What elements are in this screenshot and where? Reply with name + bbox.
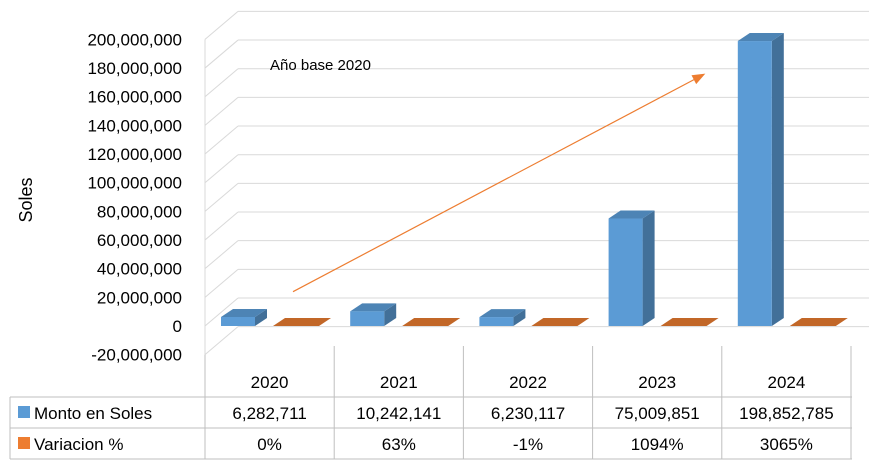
gridline (204, 240, 239, 270)
bar-variacion-2024 (789, 318, 848, 326)
y-axis-tick-labels: -20,000,000 0 20,000,000 40,000,000 60,000,0… (87, 30, 182, 364)
bar-monto-2022 (479, 309, 526, 326)
y-tick-label: 0 (173, 317, 182, 336)
category-label: 2021 (380, 373, 418, 392)
bar-variacion-2020 (273, 318, 331, 326)
bar-variacion-2023 (660, 318, 719, 326)
table-cell: 0% (257, 435, 282, 454)
annotation-text: Año base 2020 (270, 57, 371, 74)
gridline (204, 39, 239, 69)
category-label: 2023 (638, 373, 676, 392)
y-tick-label: 200,000,000 (87, 30, 182, 49)
legend-label: Variacion % (34, 435, 123, 454)
gridline (204, 211, 239, 241)
gridline (204, 154, 239, 184)
table-cell: 3065% (760, 435, 813, 454)
y-tick-label: 20,000,000 (97, 288, 182, 307)
category-label: 2020 (251, 373, 289, 392)
gridline (204, 326, 239, 356)
gridline (204, 96, 239, 126)
gridline (204, 297, 239, 327)
bar-monto-2023 (608, 210, 655, 326)
bar-variacion-2022 (531, 318, 590, 326)
table-cell: 198,852,785 (739, 404, 834, 423)
legend-swatch (18, 406, 30, 418)
y-tick-label: 180,000,000 (87, 59, 182, 78)
y-axis-label: Soles (16, 177, 36, 222)
table-cell: 63% (382, 435, 416, 454)
y-tick-label: 160,000,000 (87, 88, 182, 107)
y-tick-label: 140,000,000 (87, 116, 182, 135)
trend-arrow-head (691, 73, 706, 85)
y-tick-label: -20,000,000 (91, 346, 182, 365)
gridline (204, 68, 239, 98)
bar-variacion-2021 (402, 318, 461, 326)
gridline (204, 125, 239, 155)
y-tick-label: 80,000,000 (97, 202, 182, 221)
gridline (204, 268, 239, 298)
legend-swatch (18, 437, 30, 449)
y-tick-label: 40,000,000 (97, 260, 182, 279)
y-tick-label: 100,000,000 (87, 174, 182, 193)
bar-monto-2020 (221, 308, 267, 326)
y-tick-label: 60,000,000 (97, 231, 182, 250)
table-cell: 75,009,851 (615, 404, 700, 423)
gridline (204, 11, 239, 40)
bars (221, 33, 848, 327)
bar-monto-2024 (737, 33, 784, 327)
trend-arrow (292, 74, 703, 293)
bar-monto-2021 (350, 303, 397, 326)
table-cell: 10,242,141 (356, 404, 441, 423)
table-cell: 1094% (631, 435, 684, 454)
annotation: Año base 2020 (270, 57, 706, 293)
table-cell: 6,230,117 (491, 404, 565, 423)
legend-label: Monto en Soles (34, 404, 152, 423)
table-cell: -1% (513, 435, 543, 454)
category-label: 2024 (767, 373, 805, 392)
y-tick-label: 120,000,000 (87, 145, 182, 164)
category-label: 2022 (509, 373, 547, 392)
gridline (204, 182, 239, 212)
table-cell: 6,282,711 (232, 404, 306, 423)
data-table: 2020 2021 2022 2023 2024 Monto en Soles 6,282,… (9, 346, 852, 460)
